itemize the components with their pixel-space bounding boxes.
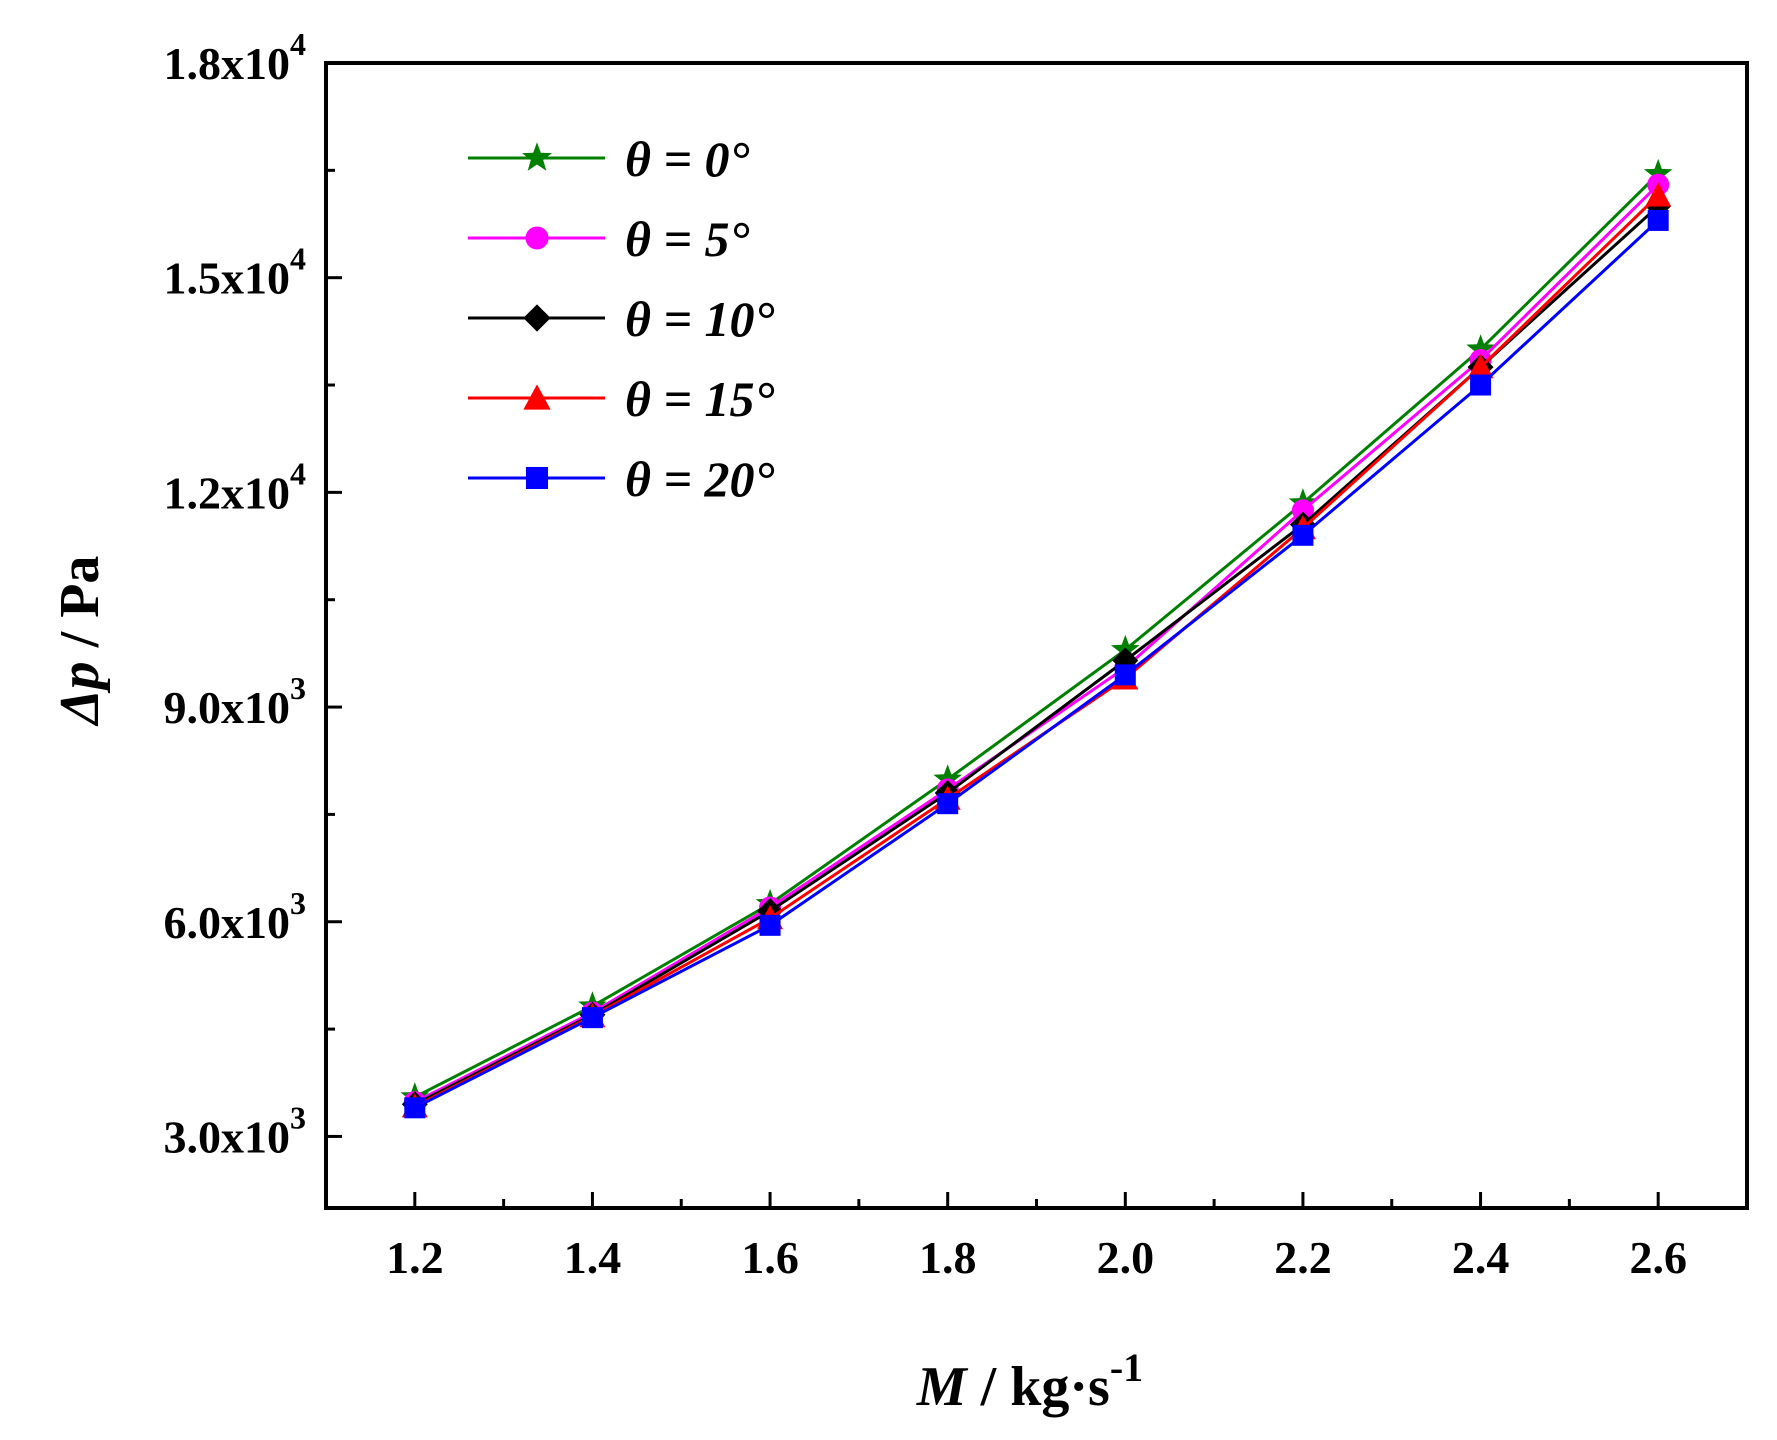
legend-item: θ = 10°: [468, 291, 774, 347]
x-axis-unit: / kg·s: [967, 1356, 1110, 1418]
data-point: [1647, 209, 1669, 231]
y-tick-exponent: 3: [290, 670, 306, 706]
y-tick-mantissa: 1.2x10: [164, 467, 291, 518]
y-tick-label: 1.2x104: [164, 455, 307, 518]
legend-value: = 15°: [651, 371, 775, 427]
legend-marker: [525, 466, 549, 490]
x-axis-unit-exponent: -1: [1110, 1345, 1143, 1390]
x-tick-label: 2.6: [1629, 1232, 1687, 1283]
y-tick-exponent: 4: [290, 241, 306, 277]
data-point: [581, 1007, 603, 1029]
series-line: [414, 172, 1660, 1099]
x-tick-label: 1.6: [741, 1232, 799, 1283]
legend-label: θ = 5°: [625, 211, 749, 267]
legend-marker: [525, 226, 549, 250]
legend-item: θ = 20°: [468, 451, 774, 507]
legend-item: θ = 15°: [468, 371, 774, 427]
legend-value: = 5°: [651, 211, 750, 267]
data-point: [933, 764, 962, 792]
y-tick-label: 3.0x103: [164, 1099, 307, 1162]
y-tick-mantissa: 1.5x10: [164, 253, 291, 304]
data-point: [937, 793, 959, 815]
data-point: [1292, 524, 1314, 546]
x-tick-label: 2.2: [1274, 1232, 1332, 1283]
axis-layer: 1.2 1.4 1.6 1.8 2.0 2.2 2.4 2.63.0x1036.0x1039.…: [164, 26, 1687, 1283]
y-tick-mantissa: 6.0x10: [164, 897, 291, 948]
x-tick-label: 1.4: [564, 1232, 622, 1283]
legend-value: = 10°: [651, 291, 775, 347]
y-tick-mantissa: 3.0x10: [164, 1111, 291, 1162]
x-axis-title: M / kg·s-1: [916, 1345, 1143, 1418]
data-point: [404, 1097, 426, 1119]
y-axis-title: Δp / Pa: [49, 556, 111, 727]
legend-variable: θ: [625, 131, 651, 187]
legend-variable: θ: [625, 291, 651, 347]
legend-label: θ = 10°: [625, 291, 774, 347]
legend-label: θ = 15°: [625, 371, 774, 427]
data-point: [1114, 664, 1136, 686]
data-point: [1470, 374, 1492, 396]
legend-marker: [523, 384, 551, 410]
data-point: [759, 914, 781, 936]
x-tick-label: 1.8: [919, 1232, 977, 1283]
legend-item: θ = 0°: [468, 131, 749, 187]
data-point: [1643, 158, 1673, 187]
y-tick-exponent: 3: [290, 1099, 306, 1135]
legend-marker: [523, 304, 551, 332]
legend-label: θ = 20°: [625, 451, 774, 507]
legend-variable: θ: [625, 451, 651, 507]
series-line: [414, 219, 1660, 1110]
legend-value: = 0°: [651, 131, 750, 187]
data-point: [1466, 334, 1495, 362]
y-tick-exponent: 4: [290, 26, 306, 62]
data-point: [1467, 354, 1494, 379]
y-tick-label: 1.8x104: [164, 26, 307, 89]
legend-value: = 20°: [651, 451, 775, 507]
x-tick-label: 1.2: [386, 1232, 444, 1283]
y-tick-label: 9.0x103: [164, 670, 307, 733]
legend-marker: [522, 142, 552, 171]
y-tick-mantissa: 1.8x10: [164, 38, 291, 89]
series-4: [404, 209, 1669, 1119]
y-tick-label: 1.5x104: [164, 241, 307, 304]
y-axis-unit: / Pa: [49, 556, 111, 662]
y-tick-exponent: 3: [290, 885, 306, 921]
y-tick-label: 6.0x103: [164, 885, 307, 948]
legend: θ = 0°θ = 5°θ = 10°θ = 15°θ = 20°: [468, 131, 774, 507]
y-tick-mantissa: 9.0x10: [164, 682, 291, 733]
legend-variable: θ: [625, 211, 651, 267]
x-tick-label: 2.0: [1097, 1232, 1155, 1283]
legend-variable: θ: [625, 371, 651, 427]
data-point: [1291, 499, 1314, 522]
y-axis-variable: Δp: [49, 661, 111, 726]
legend-label: θ = 0°: [625, 131, 749, 187]
x-axis-variable: M: [916, 1356, 969, 1418]
x-tick-label: 2.4: [1452, 1232, 1510, 1283]
y-tick-exponent: 4: [290, 455, 306, 491]
series-layer: [400, 158, 1673, 1119]
legend-item: θ = 5°: [468, 211, 749, 267]
data-point: [1645, 182, 1672, 207]
